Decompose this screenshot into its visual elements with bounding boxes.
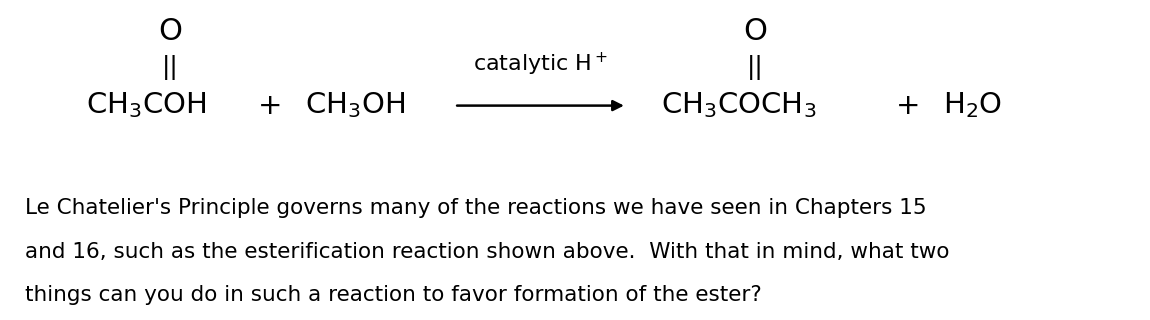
Text: CH$_3$COCH$_3$: CH$_3$COCH$_3$ (661, 91, 816, 121)
Text: +: + (896, 92, 921, 120)
Text: and 16, such as the esterification reaction shown above.  With that in mind, wha: and 16, such as the esterification react… (25, 242, 950, 262)
Text: +: + (258, 92, 283, 120)
Text: CH$_3$OH: CH$_3$OH (305, 91, 405, 121)
Text: Le Chatelier's Principle governs many of the reactions we have seen in Chapters : Le Chatelier's Principle governs many of… (25, 198, 927, 218)
Text: CH$_3$COH: CH$_3$COH (86, 91, 207, 121)
Text: ||: || (162, 55, 178, 80)
Text: things can you do in such a reaction to favor formation of the ester?: things can you do in such a reaction to … (25, 285, 762, 305)
Text: O: O (159, 18, 182, 46)
Text: ||: || (748, 55, 764, 80)
Text: H$_2$O: H$_2$O (943, 91, 1002, 121)
Text: O: O (744, 18, 767, 46)
Text: catalytic H$^+$: catalytic H$^+$ (473, 50, 608, 78)
